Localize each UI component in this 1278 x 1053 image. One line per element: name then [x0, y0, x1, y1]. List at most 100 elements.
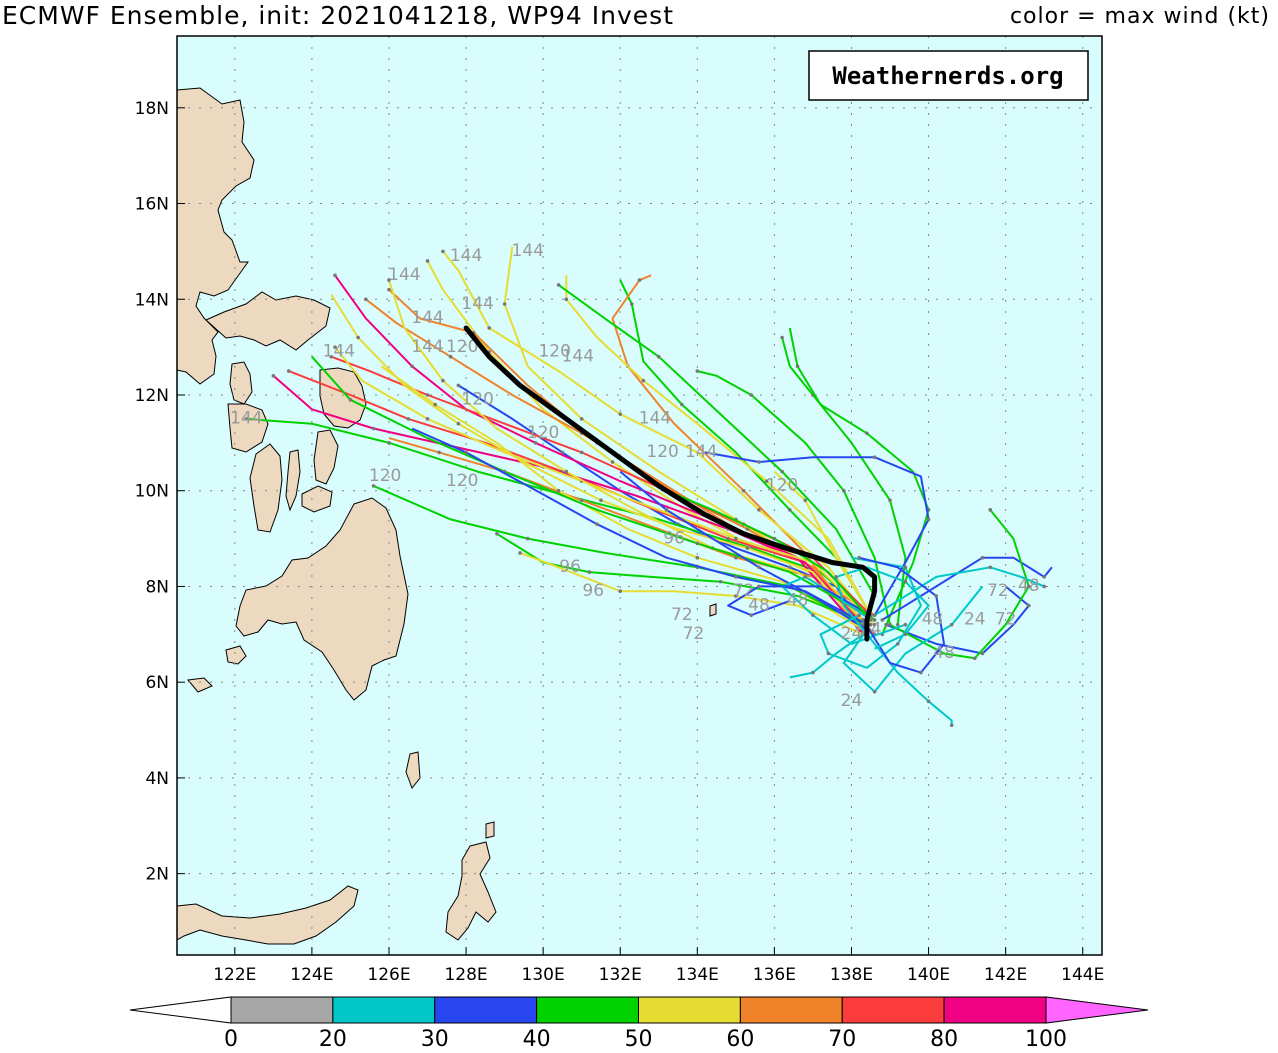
ensemble-track — [889, 509, 1030, 660]
track-point — [988, 508, 993, 512]
track-point — [637, 278, 642, 282]
ensemble-track — [858, 556, 945, 674]
track-point — [286, 369, 291, 373]
track-point — [406, 417, 411, 421]
colorbar-label: 40 — [523, 1027, 551, 1052]
track-point — [872, 618, 877, 622]
track-point — [560, 450, 565, 455]
track-point — [433, 402, 438, 407]
track-point — [595, 522, 599, 527]
track-point — [556, 283, 561, 287]
track-point — [556, 488, 561, 493]
track-point — [780, 469, 784, 474]
track-point — [949, 622, 954, 627]
land-palawan-tip — [187, 677, 213, 693]
ensemble-track — [842, 585, 984, 693]
track-point — [1026, 603, 1031, 608]
lat-tick-label: 10N — [135, 482, 169, 502]
ensemble-track — [619, 470, 868, 631]
forecast-hour-label: 72 — [683, 624, 705, 644]
forecast-hour-label: 120 — [446, 337, 478, 357]
forecast-hour-label: 48 — [922, 610, 944, 630]
forecast-hour-label: 96 — [582, 581, 604, 601]
track-point — [464, 450, 468, 455]
track-point — [333, 345, 337, 349]
forecast-hour-label: 48 — [933, 643, 955, 663]
track-point — [599, 498, 603, 503]
track-point — [656, 354, 661, 359]
ensemble-track — [519, 551, 864, 636]
track-point — [788, 565, 792, 570]
track-point — [695, 541, 700, 546]
forecast-hour-label: 144 — [411, 308, 443, 328]
track-point — [903, 579, 908, 584]
track-point — [811, 670, 815, 675]
track-point — [425, 417, 430, 421]
track-point — [868, 618, 873, 622]
chart-title: ECMWF Ensemble, init: 2021041218, WP94 I… — [2, 1, 674, 30]
colorbar-bin — [638, 996, 741, 1024]
legend-caption: color = max wind (kt) — [1009, 4, 1270, 29]
lat-tick-label: 6N — [145, 673, 169, 693]
track-point — [926, 517, 931, 522]
track-point — [695, 369, 700, 373]
forecast-hour-label: 144 — [411, 337, 443, 357]
track-point — [857, 555, 861, 560]
track-point — [441, 249, 445, 254]
forecast-hour-label: 144 — [388, 265, 420, 285]
track-point — [973, 656, 977, 661]
forecast-hour-label: 120 — [527, 423, 559, 443]
track-point — [934, 594, 939, 598]
track-point — [680, 402, 684, 407]
track-point — [356, 335, 360, 340]
track-point — [456, 421, 461, 426]
grid-lines — [177, 36, 1102, 955]
lon-tick-label: 128E — [444, 965, 487, 985]
ensemble-track — [788, 327, 930, 635]
track-point — [811, 613, 815, 617]
track-point — [329, 354, 333, 359]
land-samar — [319, 367, 367, 429]
track-point — [903, 632, 908, 637]
land-palau — [709, 603, 717, 617]
track-point — [919, 670, 923, 675]
colorbar-label: 80 — [930, 1027, 958, 1052]
track-point — [1042, 575, 1046, 579]
track-point — [495, 531, 499, 536]
colorbar-label: 60 — [726, 1027, 754, 1052]
track-point — [726, 536, 730, 541]
track-point — [857, 613, 861, 617]
track-point — [410, 364, 414, 369]
watermark-box — [808, 50, 1089, 101]
track-point — [926, 699, 931, 704]
forecast-hour-label: 120 — [766, 476, 798, 496]
land-panay — [227, 403, 269, 453]
land-negros — [249, 443, 283, 533]
lat-tick-label: 8N — [145, 577, 169, 597]
track-point — [872, 689, 877, 694]
track-point — [364, 297, 368, 302]
track-point — [888, 498, 892, 503]
forecast-hour-label: 72 — [987, 581, 1009, 601]
track-point — [579, 450, 584, 455]
forecast-hour-label: 72 — [995, 610, 1017, 630]
lon-tick-label: 144E — [1061, 965, 1104, 985]
lon-tick-label: 140E — [907, 965, 950, 985]
colorbar-over-arrow — [1045, 996, 1149, 1024]
ensemble-track — [565, 275, 872, 616]
colorbar-label: 100 — [1025, 1027, 1067, 1052]
lat-tick-label: 16N — [135, 195, 169, 215]
track-point — [448, 354, 453, 359]
colorbar-bin — [739, 996, 843, 1024]
track-point — [741, 488, 746, 493]
forecast-hour-label: 72 — [733, 581, 755, 601]
lat-tick-label: 14N — [135, 290, 169, 310]
track-point — [903, 622, 908, 627]
forecast-hour-label: 72 — [671, 605, 693, 625]
track-point — [749, 613, 754, 617]
colorbar-under-arrow — [129, 996, 232, 1024]
track-point — [579, 417, 584, 421]
colorbar-bin — [536, 996, 639, 1024]
forecast-hour-label: 120 — [446, 471, 478, 491]
